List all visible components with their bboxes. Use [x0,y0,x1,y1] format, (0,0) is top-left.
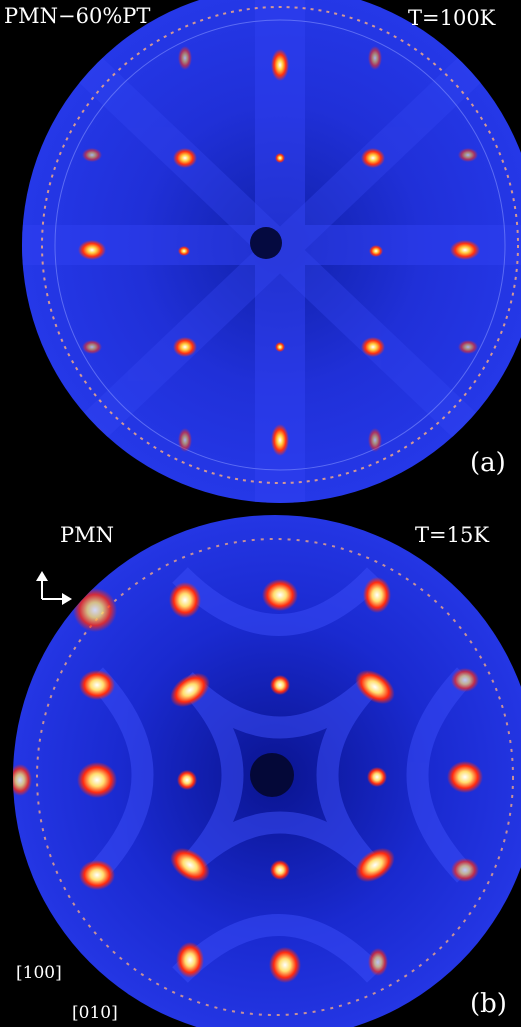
axis-label-010: [010] [72,1003,118,1023]
powder-ring [54,19,506,471]
temperature-label-a: T=100K [408,6,496,30]
axis-label-100: [100] [16,963,62,983]
sample-label-a: PMN−60%PT [4,4,151,28]
beam-stop [250,753,294,797]
arrow-up-icon [36,571,48,581]
bragg-spots [78,46,480,456]
diffraction-pattern-a [22,0,521,503]
beam-stop [250,227,282,259]
sample-label-b: PMN [60,523,115,547]
panel-b: PMN T=15K [100] [010] (b) [0,515,521,1027]
bragg-spots [13,577,483,983]
panel-tag-a: (a) [470,448,506,478]
panel-a: PMN−60%PT T=100K (a) [4,0,521,503]
axis-arrows [36,571,72,605]
powder-ring [36,538,514,1016]
arrow-right-icon [62,593,72,605]
diffraction-pattern-b [13,515,521,1027]
temperature-label-b: T=15K [415,523,490,547]
powder-ring [41,6,519,484]
panel-tag-b: (b) [470,989,507,1019]
